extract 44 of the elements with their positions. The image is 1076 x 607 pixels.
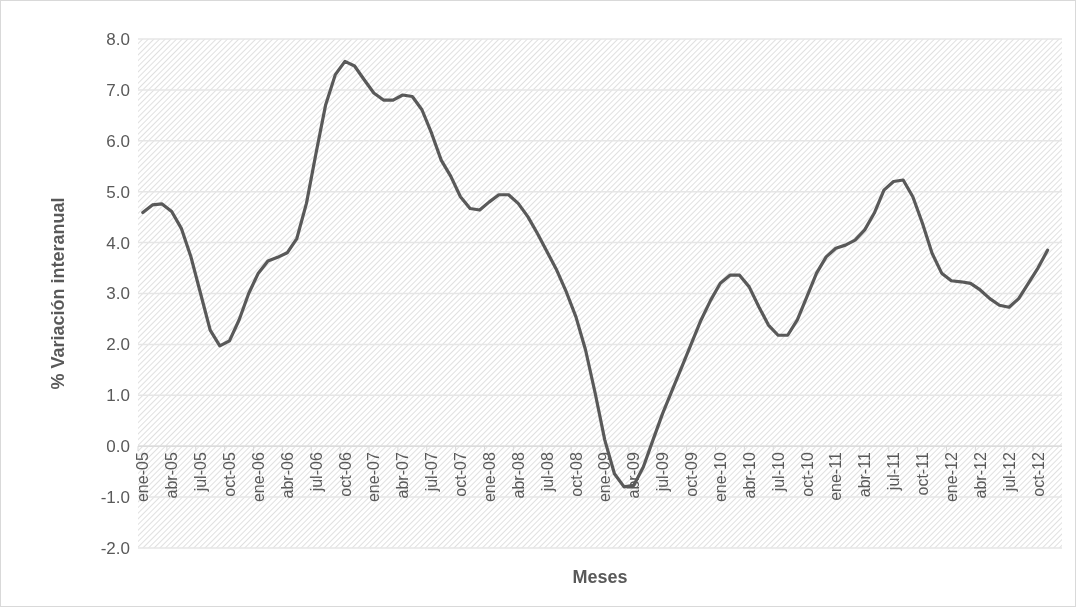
y-tick-label: 4.0 <box>106 233 130 253</box>
x-tick-label: ene-12 <box>942 452 960 503</box>
y-tick-label: -2.0 <box>100 538 130 558</box>
x-tick-label: ene-09 <box>596 452 614 503</box>
x-tick-label: ene-11 <box>827 452 845 501</box>
x-tick-label: abr-07 <box>394 452 412 499</box>
x-tick-label: oct-06 <box>336 452 354 497</box>
y-tick-label: 3.0 <box>106 284 130 304</box>
x-tick-label: abr-05 <box>163 452 181 499</box>
y-tick-label: 6.0 <box>106 131 130 151</box>
x-axis-title: Meses <box>572 567 628 587</box>
y-tick-label: 2.0 <box>106 335 130 355</box>
x-tick-label: abr-10 <box>740 452 758 499</box>
x-tick-label: ene-05 <box>134 452 152 503</box>
x-tick-label: jul-05 <box>192 452 210 493</box>
x-tick-label: oct-08 <box>567 452 585 497</box>
x-tick-label: oct-07 <box>452 452 470 497</box>
x-tick-label: abr-08 <box>509 452 527 499</box>
x-tick-label: jul-07 <box>423 452 441 493</box>
y-tick-label: -1.0 <box>100 488 130 508</box>
x-tick-label: jul-06 <box>307 452 325 493</box>
x-tick-label: oct-05 <box>221 452 239 497</box>
x-tick-label: jul-10 <box>769 452 787 493</box>
y-tick-label: 8.0 <box>106 29 130 49</box>
x-tick-label: jul-12 <box>1000 452 1018 493</box>
x-tick-label: ene-06 <box>249 452 267 503</box>
x-tick-label: ene-08 <box>480 452 498 503</box>
y-tick-label: 1.0 <box>106 386 130 406</box>
x-tick-label: oct-11 <box>914 452 932 496</box>
x-tick-label: oct-12 <box>1029 452 1047 497</box>
x-tick-label: oct-09 <box>683 452 701 497</box>
x-tick-label: abr-06 <box>278 452 296 499</box>
x-tick-label: jul-09 <box>654 452 672 493</box>
x-tick-label: oct-10 <box>798 452 816 497</box>
x-tick-label: ene-10 <box>711 452 729 503</box>
x-tick-label: ene-07 <box>365 452 383 503</box>
x-tick-label: jul-08 <box>538 452 556 493</box>
y-tick-label: 7.0 <box>106 80 130 100</box>
y-tick-label: 0.0 <box>106 437 130 457</box>
x-tick-label: abr-12 <box>971 452 989 499</box>
x-tick-label: jul-11 <box>885 452 903 492</box>
y-axis-title: % Variación interanual <box>48 197 68 390</box>
x-tick-label: abr-11 <box>856 452 874 498</box>
y-tick-label: 5.0 <box>106 182 130 202</box>
